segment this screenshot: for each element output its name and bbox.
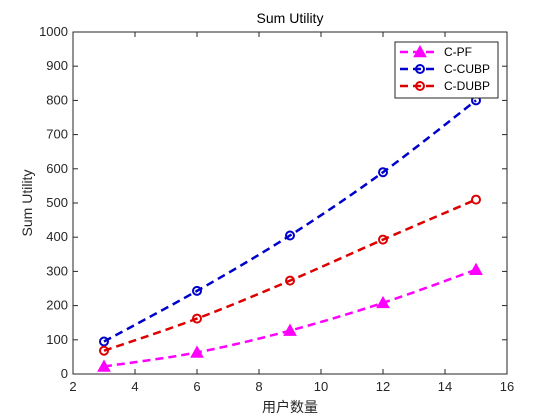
y-tick-label: 100 <box>46 332 68 347</box>
x-tick-label: 2 <box>69 379 76 394</box>
data-point <box>376 295 390 309</box>
data-point <box>285 275 295 286</box>
series-line <box>103 99 477 343</box>
data-point <box>283 323 297 336</box>
x-tick-label: 10 <box>314 379 328 394</box>
y-axis-label: Sum Utility <box>19 170 35 237</box>
data-point <box>378 234 388 245</box>
y-tick-label: 900 <box>46 58 68 73</box>
data-point <box>378 167 388 178</box>
series-c-dubp <box>99 194 481 356</box>
y-tick-label: 300 <box>46 263 68 278</box>
chart-title: Sum Utility <box>257 10 324 26</box>
legend-box <box>394 41 499 99</box>
series-layer <box>97 95 483 372</box>
x-axis: 2 4 6 8 10 12 14 16 <box>69 32 514 394</box>
y-tick-label: 0 <box>61 366 68 381</box>
legend-item: C-CUBP <box>400 62 490 76</box>
x-axis-label: 用户数量 <box>262 399 318 415</box>
data-point <box>192 313 202 324</box>
data-point <box>192 285 202 296</box>
data-point <box>469 262 483 275</box>
y-tick-label: 800 <box>46 92 68 107</box>
x-tick-label: 16 <box>500 379 514 394</box>
legend-marker <box>413 44 427 58</box>
legend-marker <box>415 81 425 91</box>
data-point <box>285 230 295 241</box>
legend-item: C-DUBP <box>400 79 490 93</box>
y-tick-label: 400 <box>46 229 68 244</box>
y-tick-label: 200 <box>46 298 68 313</box>
legend-label: C-PF <box>444 45 472 59</box>
series-c-pf <box>97 262 483 372</box>
legend-marker <box>415 64 425 74</box>
legend-label: C-DUBP <box>444 79 490 93</box>
data-point <box>97 359 111 372</box>
y-axis: 0 100 200 300 400 500 600 700 800 900 1000 <box>39 24 507 381</box>
y-tick-label: 700 <box>46 127 68 142</box>
data-point <box>99 336 109 347</box>
x-tick-label: 6 <box>193 379 200 394</box>
legend-item: C-PF <box>400 44 472 59</box>
x-tick-label: 12 <box>376 379 390 394</box>
data-point <box>99 345 109 356</box>
y-tick-label: 1000 <box>39 24 68 39</box>
data-point <box>190 345 204 358</box>
legend: C-PF C-CUBP C-DUBP <box>394 41 499 99</box>
x-tick-label: 4 <box>131 379 138 394</box>
legend-label: C-CUBP <box>444 62 490 76</box>
series-c-cubp <box>99 95 481 347</box>
y-tick-label: 600 <box>46 161 68 176</box>
data-point <box>471 194 481 205</box>
y-tick-label: 500 <box>46 195 68 210</box>
series-line <box>103 198 477 352</box>
x-tick-label: 14 <box>438 379 452 394</box>
x-tick-label: 8 <box>255 379 262 394</box>
